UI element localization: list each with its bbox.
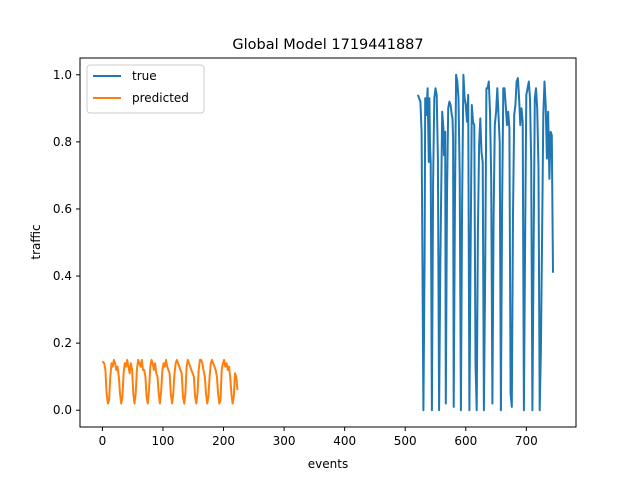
y-tick-label: 0.0 bbox=[53, 403, 72, 417]
y-tick-label: 0.2 bbox=[53, 336, 72, 350]
legend-label-true: true bbox=[132, 69, 157, 83]
y-axis-label: traffic bbox=[29, 224, 43, 259]
x-tick-label: 700 bbox=[515, 434, 538, 448]
series-line-predicted bbox=[101, 358, 239, 405]
x-axis: 0 100 200 300 400 500 600 700 bbox=[99, 427, 538, 448]
chart-title: Global Model 1719441887 bbox=[232, 37, 423, 53]
y-tick-label: 0.4 bbox=[53, 269, 72, 283]
series-layer bbox=[101, 73, 554, 412]
plot-area-frame bbox=[79, 57, 577, 428]
legend-label-predicted: predicted bbox=[132, 91, 189, 105]
legend: true predicted bbox=[86, 64, 205, 114]
x-tick-label: 0 bbox=[99, 434, 107, 448]
y-tick-label: 0.6 bbox=[53, 202, 72, 216]
y-axis: 0.0 0.2 0.4 0.6 0.8 1.0 bbox=[53, 68, 80, 417]
y-tick-label: 1.0 bbox=[53, 68, 72, 82]
x-tick-label: 400 bbox=[333, 434, 356, 448]
y-tick-label: 0.8 bbox=[53, 135, 72, 149]
x-axis-label: events bbox=[308, 457, 348, 471]
x-tick-label: 500 bbox=[394, 434, 417, 448]
x-tick-label: 200 bbox=[212, 434, 235, 448]
x-tick-label: 600 bbox=[454, 434, 477, 448]
series-line-true bbox=[416, 73, 554, 412]
x-tick-label: 300 bbox=[273, 434, 296, 448]
x-tick-label: 100 bbox=[152, 434, 175, 448]
